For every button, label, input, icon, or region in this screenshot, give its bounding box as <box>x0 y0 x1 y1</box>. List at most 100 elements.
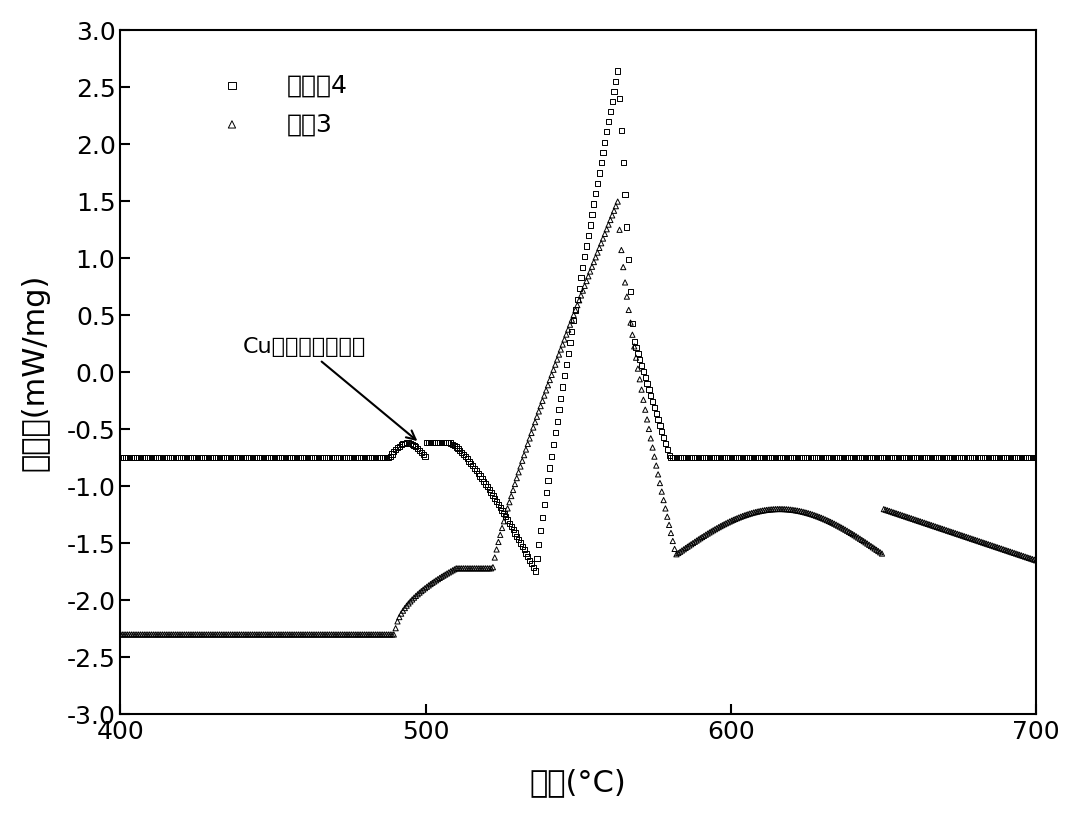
对比3 <box>402 595 419 608</box>
对比3 <box>627 352 645 365</box>
对比3 <box>405 591 422 605</box>
对比3 <box>203 628 220 641</box>
对比3 <box>867 543 885 556</box>
实施兦4 <box>964 452 982 465</box>
实施兦4 <box>967 452 984 465</box>
实施兦4 <box>374 452 391 465</box>
实施兦4 <box>257 452 274 465</box>
对比3 <box>621 317 638 330</box>
实施兦4 <box>909 452 927 465</box>
对比3 <box>723 515 740 528</box>
实施兦4 <box>436 437 454 450</box>
对比3 <box>675 543 692 556</box>
实施兦4 <box>530 537 548 551</box>
实施兦4 <box>996 452 1013 465</box>
实施兦4 <box>286 452 303 465</box>
实施兦4 <box>420 437 437 450</box>
对比3 <box>468 562 485 575</box>
实施兦4 <box>126 452 144 465</box>
对比3 <box>678 541 696 554</box>
实施兦4 <box>920 452 937 465</box>
实施兦4 <box>684 452 701 465</box>
实施兦4 <box>977 452 995 465</box>
实施兦4 <box>700 452 717 465</box>
实施兦4 <box>323 452 340 465</box>
对比3 <box>332 628 349 641</box>
对比3 <box>119 628 136 641</box>
实施兦4 <box>552 392 569 405</box>
实施兦4 <box>192 452 210 465</box>
实施兦4 <box>536 498 553 511</box>
对比3 <box>610 223 627 236</box>
对比3 <box>939 524 956 537</box>
对比3 <box>988 541 1005 554</box>
对比3 <box>891 508 908 521</box>
实施兦4 <box>135 452 152 465</box>
对比3 <box>427 574 444 587</box>
对比3 <box>849 531 866 544</box>
实施兦4 <box>639 383 657 396</box>
实施兦4 <box>442 437 459 450</box>
对比3 <box>1016 551 1034 564</box>
实施兦4 <box>804 452 821 465</box>
对比3 <box>161 628 178 641</box>
对比3 <box>728 512 745 525</box>
实施兦4 <box>823 452 840 465</box>
实施兦4 <box>1017 452 1035 465</box>
实施兦4 <box>1027 452 1044 465</box>
实施兦4 <box>517 547 535 560</box>
对比3 <box>379 628 396 641</box>
实施兦4 <box>481 483 498 497</box>
实施兦4 <box>807 452 824 465</box>
实施兦4 <box>737 452 754 465</box>
对比3 <box>342 628 360 641</box>
对比3 <box>271 628 288 641</box>
实施兦4 <box>949 452 967 465</box>
对比3 <box>573 285 591 298</box>
对比3 <box>671 546 688 559</box>
对比3 <box>629 362 646 375</box>
对比3 <box>476 562 494 575</box>
对比3 <box>805 509 822 522</box>
对比3 <box>949 528 967 541</box>
对比3 <box>121 628 138 641</box>
实施兦4 <box>1023 452 1040 465</box>
实施兦4 <box>983 452 1000 465</box>
实施兦4 <box>645 401 662 414</box>
对比3 <box>566 303 583 317</box>
实施兦4 <box>707 452 725 465</box>
对比3 <box>864 541 881 554</box>
对比3 <box>390 610 407 623</box>
实施兦4 <box>418 437 435 450</box>
实施兦4 <box>603 95 620 108</box>
对比3 <box>229 628 246 641</box>
对比3 <box>760 503 778 516</box>
对比3 <box>594 232 611 245</box>
对比3 <box>244 628 261 641</box>
对比3 <box>152 628 170 641</box>
实施兦4 <box>752 452 769 465</box>
对比3 <box>433 570 450 583</box>
对比3 <box>597 223 615 236</box>
实施兦4 <box>190 452 207 465</box>
对比3 <box>323 628 340 641</box>
实施兦4 <box>856 452 874 465</box>
对比3 <box>589 246 606 259</box>
对比3 <box>631 373 648 386</box>
对比3 <box>710 521 727 534</box>
实施兦4 <box>152 452 170 465</box>
实施兦4 <box>870 452 888 465</box>
对比3 <box>403 593 420 606</box>
对比3 <box>757 504 774 517</box>
实施兦4 <box>961 452 978 465</box>
实施兦4 <box>394 438 411 451</box>
实施兦4 <box>581 218 598 231</box>
实施兦4 <box>227 452 244 465</box>
对比3 <box>168 628 186 641</box>
对比3 <box>726 513 743 526</box>
实施兦4 <box>858 452 875 465</box>
实施兦4 <box>279 452 296 465</box>
对比3 <box>912 515 929 528</box>
实施兦4 <box>348 452 365 465</box>
对比3 <box>697 528 714 542</box>
